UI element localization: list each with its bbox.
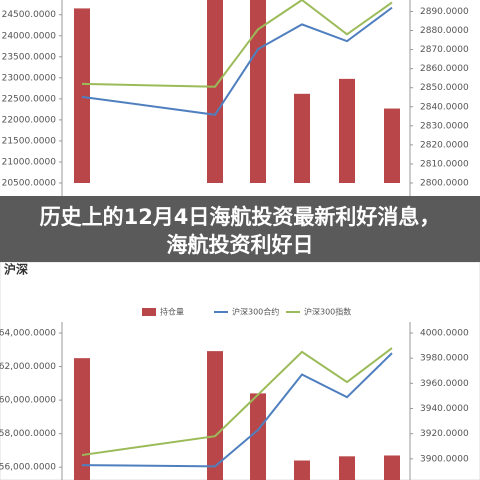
bar — [384, 455, 400, 480]
y-tick-label: 56,000.0000 — [0, 463, 56, 473]
line — [81, 6, 393, 116]
y2-tick-label: 3940.0000 — [420, 404, 469, 414]
banner-bg — [0, 196, 480, 262]
y2-tick-label: 4000.0000 — [420, 329, 469, 339]
line — [81, 0, 393, 88]
y2-tick-label: 3980.0000 — [420, 354, 469, 364]
bar — [74, 358, 90, 480]
y2-tick-label: 2840.0000 — [420, 102, 469, 112]
bar — [339, 456, 355, 480]
y2-tick-label: 2810.0000 — [420, 159, 469, 169]
y2-tick-label: 3920.0000 — [420, 429, 469, 439]
y-tick-label: 22000.0000 — [2, 115, 57, 125]
line — [81, 352, 393, 468]
y-tick-label: 64,000.0000 — [0, 329, 56, 339]
y-tick-label: 22500.0000 — [2, 94, 57, 104]
y2-tick-label: 2830.0000 — [420, 121, 469, 131]
bar — [250, 393, 266, 480]
bar — [250, 0, 266, 184]
top-panel — [0, 0, 480, 196]
legend-label: 沪深300指数 — [304, 307, 351, 317]
bar — [207, 0, 223, 184]
y2-tick-label: 2820.0000 — [420, 140, 469, 150]
bar — [294, 460, 310, 480]
plot-area — [74, 347, 400, 480]
y2-tick-label: 2890.0000 — [420, 7, 469, 17]
y-tick-label: 24000.0000 — [2, 31, 57, 41]
y2-tick-label: 3960.0000 — [420, 379, 469, 389]
y2-tick-label: 2880.0000 — [420, 26, 469, 36]
bar — [294, 93, 310, 183]
chart-title: 沪深 — [4, 262, 28, 277]
chart-bottom: 56,000.0000 58,000.0000 60,000.0000 62,000.… — [0, 262, 469, 480]
y2-tick-label: 2850.0000 — [420, 83, 469, 93]
bar — [384, 108, 400, 183]
y-tick-label: 60,000.0000 — [0, 396, 56, 406]
banner-title: 历史上的12月4日海航投资最新利好消息， — [40, 205, 441, 229]
y-tick-label: 21500.0000 — [2, 136, 57, 146]
bar — [339, 78, 355, 183]
y-tick-label: 20500.0000 — [2, 179, 57, 189]
legend-label: 持仓量 — [160, 307, 184, 317]
banner-title: 海航投资利好日 — [167, 233, 314, 257]
legend-swatch — [142, 308, 156, 316]
bar — [207, 351, 223, 480]
plot-area — [74, 0, 400, 184]
legend-label: 沪深300合约 — [232, 307, 279, 317]
line — [81, 347, 393, 457]
y-tick-label: 58,000.0000 — [0, 429, 56, 439]
y-tick-label: 21000.0000 — [2, 157, 57, 167]
y-tick-label: 24500.0000 — [2, 10, 57, 20]
y-tick-label: 62,000.0000 — [0, 362, 56, 372]
y2-tick-label: 2800.0000 — [420, 179, 469, 189]
chart-top: 20500.0000 21000.0000 21500.0000 22000.0000… — [2, 0, 469, 196]
y2-tick-label: 2860.0000 — [420, 64, 469, 74]
bar — [74, 8, 90, 184]
y-tick-label: 23000.0000 — [2, 73, 57, 83]
bottom-panel — [0, 261, 480, 480]
y2-tick-label: 3900.0000 — [420, 454, 469, 464]
y-tick-label: 23500.0000 — [2, 52, 57, 62]
y2-tick-label: 2870.0000 — [420, 45, 469, 55]
